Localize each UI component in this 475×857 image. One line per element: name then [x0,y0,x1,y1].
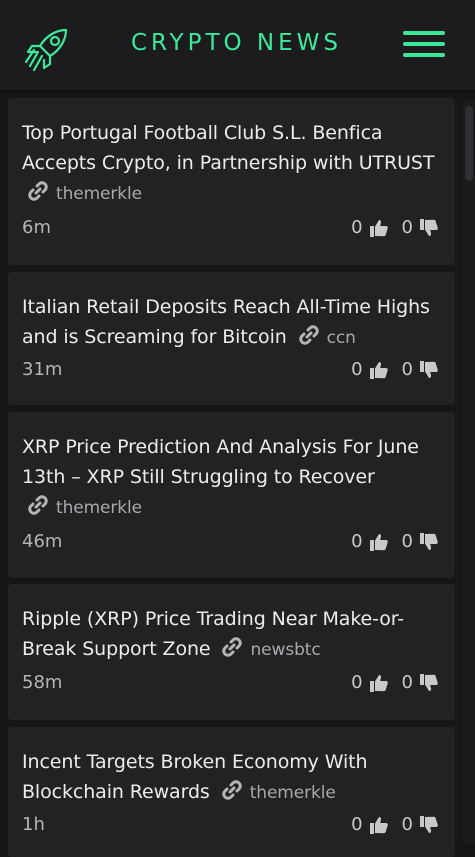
article-title-text[interactable]: Ripple (XRP) Price Trading Near Make-or-… [22,608,405,660]
source-link[interactable]: ccn [297,323,356,353]
upvote-count: 0 [351,814,363,835]
thumbs-up-icon[interactable] [369,218,389,238]
thumbs-up-icon[interactable] [369,360,389,380]
downvote-count: 0 [401,814,413,835]
thumbs-down-icon[interactable] [419,360,439,380]
thumbs-down-icon[interactable] [419,673,439,693]
link-icon [28,181,48,201]
article-title[interactable]: Ripple (XRP) Price Trading Near Make-or-… [22,604,441,665]
scrollbar-track[interactable] [463,100,475,844]
news-card[interactable]: Incent Targets Broken Economy With Block… [8,727,455,857]
article-title[interactable]: Top Portugal Football Club S.L. Benfica … [22,118,441,209]
source-link[interactable]: newsbtc [220,635,321,665]
upvote-count: 0 [351,672,363,693]
source-name: themerkle [56,498,143,518]
article-title[interactable]: Incent Targets Broken Economy With Block… [22,747,441,808]
card-meta: 6m 0 0 [22,217,439,243]
thumbs-up-icon[interactable] [369,815,389,835]
source-link[interactable]: themerkle [26,493,142,523]
news-card[interactable]: XRP Price Prediction And Analysis For Ju… [8,412,455,578]
downvote-count: 0 [401,531,413,552]
downvote-count: 0 [401,359,413,380]
scrollbar-thumb[interactable] [465,106,473,181]
vote-controls: 0 0 [351,217,439,238]
thumbs-down-icon[interactable] [419,532,439,552]
source-name: ccn [326,328,356,348]
thumbs-down-icon[interactable] [419,815,439,835]
link-icon [221,780,242,800]
timestamp: 1h [22,814,45,835]
link-icon [28,495,48,515]
article-title-text[interactable]: Incent Targets Broken Economy With Block… [22,751,368,803]
upvote-count: 0 [351,217,363,238]
card-meta: 31m 0 0 [22,359,439,385]
vote-controls: 0 0 [351,814,439,835]
source-name: newsbtc [250,640,321,660]
app-header: CRYPTO NEWS [0,0,475,92]
downvote-count: 0 [401,217,413,238]
news-card[interactable]: Italian Retail Deposits Reach All-Time H… [8,272,455,405]
downvote-count: 0 [401,672,413,693]
source-name: themerkle [249,783,336,803]
news-card[interactable]: Top Portugal Football Club S.L. Benfica … [8,98,455,265]
card-meta: 1h 0 0 [22,814,439,840]
timestamp: 46m [22,531,63,552]
article-title[interactable]: Italian Retail Deposits Reach All-Time H… [22,292,441,353]
upvote-count: 0 [351,359,363,380]
link-icon [298,325,319,345]
article-title-text[interactable]: Top Portugal Football Club S.L. Benfica … [22,122,435,174]
news-card[interactable]: Ripple (XRP) Price Trading Near Make-or-… [8,584,455,720]
link-icon [222,637,243,657]
page-title: CRYPTO NEWS [130,30,343,56]
vote-controls: 0 0 [351,359,439,380]
article-title-text[interactable]: XRP Price Prediction And Analysis For Ju… [22,436,419,488]
source-link[interactable]: themerkle [26,179,142,209]
rocket-icon[interactable] [22,22,74,74]
thumbs-down-icon[interactable] [419,218,439,238]
timestamp: 31m [22,359,63,380]
upvote-count: 0 [351,531,363,552]
thumbs-up-icon[interactable] [369,532,389,552]
card-meta: 46m 0 0 [22,531,439,557]
source-link[interactable]: themerkle [220,778,336,808]
article-title[interactable]: XRP Price Prediction And Analysis For Ju… [22,432,441,523]
timestamp: 58m [22,672,63,693]
article-title-text[interactable]: Italian Retail Deposits Reach All-Time H… [22,296,430,348]
vote-controls: 0 0 [351,531,439,552]
vote-controls: 0 0 [351,672,439,693]
card-meta: 58m 0 0 [22,672,439,698]
timestamp: 6m [22,217,51,238]
source-name: themerkle [56,184,143,204]
hamburger-menu-icon[interactable] [403,30,447,60]
thumbs-up-icon[interactable] [369,673,389,693]
